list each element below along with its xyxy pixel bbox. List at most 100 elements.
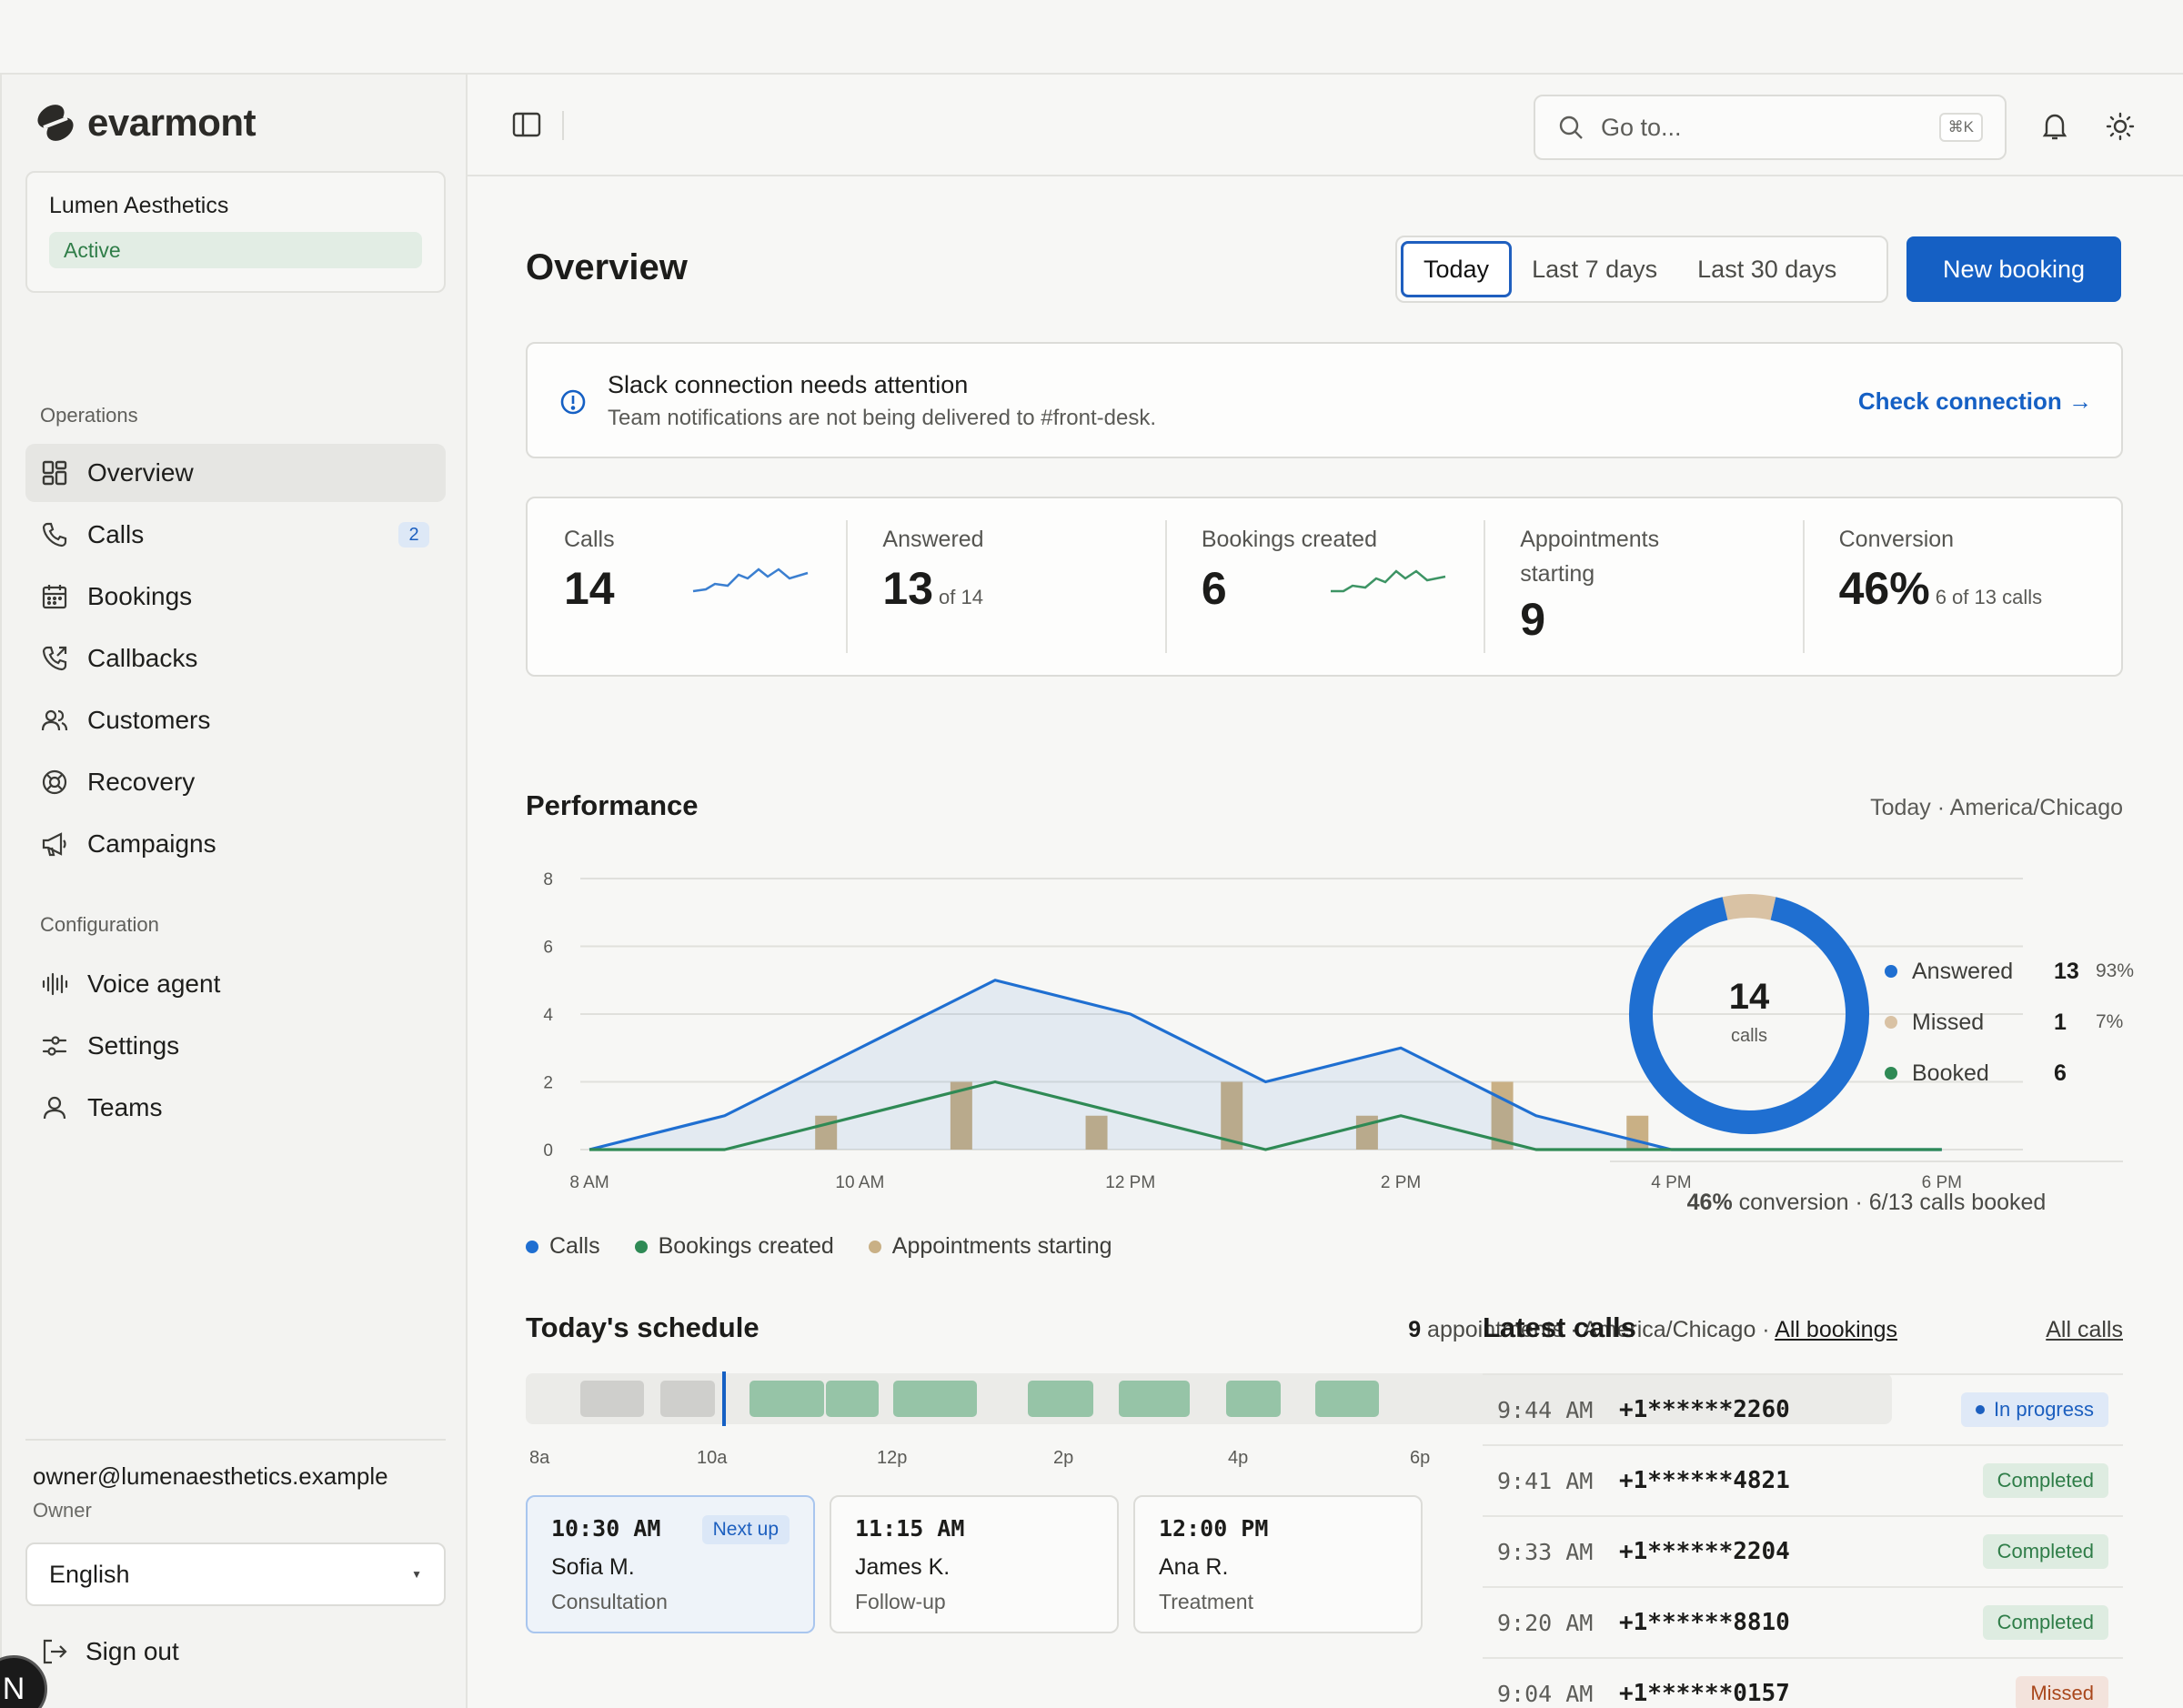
y-tick-label: 4: [543, 1006, 553, 1025]
call-time: 9:44 AM: [1497, 1396, 1594, 1423]
x-tick-label: 4 PM: [1651, 1173, 1691, 1192]
stat-value: 46% 6 of 13 calls: [1839, 562, 2085, 615]
sidebar-item-calls[interactable]: Calls 2: [25, 506, 446, 564]
stat-calls[interactable]: Calls 14: [528, 498, 846, 675]
stat-answered[interactable]: Answered 13 of 14: [846, 498, 1164, 675]
call-row[interactable]: 9:41 AM +1******4821 Completed: [1483, 1444, 2123, 1515]
chevron-down-icon: ▼: [411, 1568, 422, 1581]
sidebar-item-label: Calls: [87, 520, 145, 548]
appointment-card[interactable]: 11:15 AM James K. Follow-up: [830, 1495, 1119, 1633]
call-row[interactable]: 9:33 AM +1******2204 Completed: [1483, 1515, 2123, 1586]
latest-calls-title: Latest calls: [1483, 1311, 1636, 1343]
alert-banner: Slack connection needs attention Team no…: [526, 342, 2123, 458]
legend-name: Missed: [1912, 1009, 1985, 1035]
conversion-summary: 46% conversion · 6/13 calls booked: [1610, 1190, 2123, 1216]
call-status-badge: Completed: [1982, 1605, 2108, 1640]
timeline-block[interactable]: [1119, 1381, 1190, 1417]
megaphone-icon: [40, 829, 69, 859]
all-calls-link[interactable]: All calls: [2046, 1317, 2123, 1342]
call-row[interactable]: 9:20 AM +1******8810 Completed: [1483, 1586, 2123, 1657]
x-tick-label: 10 AM: [835, 1173, 884, 1192]
sidebar-item-voice-agent[interactable]: Voice agent: [25, 955, 446, 1013]
chart-legend: Calls Bookings created Appointments star…: [526, 1233, 1112, 1260]
appointment-card[interactable]: 10:30 AM Next up Sofia M. Consultation: [526, 1495, 815, 1633]
schedule-timeline: [526, 1371, 1892, 1426]
sidebar-toggle-icon[interactable]: [511, 109, 542, 140]
legend-appointments-starting[interactable]: Appointments starting: [868, 1233, 1112, 1260]
configuration-section-label: Configuration: [40, 913, 159, 936]
sidebar-item-campaigns[interactable]: Campaigns: [25, 815, 446, 873]
info-alert-icon: [560, 389, 586, 415]
range-last-30-days[interactable]: Last 30 days: [1697, 255, 1837, 283]
sidebar-item-callbacks[interactable]: Callbacks: [25, 629, 446, 688]
dev-tools-badge[interactable]: N: [0, 1655, 47, 1708]
appointment-time: 10:30 AM: [551, 1515, 661, 1542]
stat-appointments-starting[interactable]: Appointments starting 9: [1484, 498, 1802, 675]
brand-logo[interactable]: evarmont: [33, 100, 257, 146]
operations-section-label: Operations: [40, 404, 138, 427]
appointment-type: Treatment: [1159, 1590, 1253, 1613]
org-switcher[interactable]: Lumen Aesthetics Active: [25, 171, 446, 293]
timeline-block[interactable]: [1315, 1381, 1379, 1417]
calls-donut: 14 calls: [1610, 875, 1888, 1153]
legend-value: 13: [2054, 958, 2079, 984]
all-bookings-link[interactable]: All bookings: [1775, 1317, 1897, 1342]
stat-label: Conversion: [1838, 527, 1955, 552]
timeline-block[interactable]: [1226, 1381, 1281, 1417]
legend-calls[interactable]: Calls: [526, 1233, 600, 1260]
range-last-7-days[interactable]: Last 7 days: [1532, 255, 1658, 283]
sign-out-button[interactable]: Sign out: [40, 1637, 179, 1666]
legend-value: 6: [2054, 1060, 2067, 1086]
timeline-block[interactable]: [826, 1381, 879, 1417]
appointment-card[interactable]: 12:00 PM Ana R. Treatment: [1133, 1495, 1423, 1633]
stat-value: 6: [1201, 563, 1227, 614]
stat-value: 14: [564, 563, 615, 614]
timeline-tick: 12p: [877, 1448, 908, 1468]
call-number: +1******0157: [1619, 1680, 1790, 1707]
timeline-block[interactable]: [749, 1381, 824, 1417]
check-connection-link[interactable]: Check connection →: [1857, 387, 2092, 415]
stat-conversion[interactable]: Conversion 46% 6 of 13 calls: [1802, 498, 2121, 675]
legend-bookings-created[interactable]: Bookings created: [634, 1233, 834, 1260]
timeline-tick: 10a: [697, 1448, 728, 1468]
call-status-badge: Missed: [2016, 1676, 2108, 1708]
next-up-badge: Next up: [701, 1515, 790, 1544]
call-time: 9:33 AM: [1497, 1538, 1594, 1565]
sidebar-divider: [25, 1439, 446, 1441]
sidebar-item-label: Voice agent: [87, 970, 221, 998]
donut-divider: [1610, 1160, 2123, 1162]
stat-label: Calls: [564, 527, 615, 552]
range-today[interactable]: Today: [1401, 241, 1513, 297]
theme-sun-icon[interactable]: [2105, 111, 2136, 142]
call-number: +1******2260: [1619, 1396, 1790, 1423]
timeline-block-past[interactable]: [660, 1381, 715, 1417]
new-booking-button[interactable]: New booking: [1906, 236, 2121, 302]
timeline-tick: 4p: [1228, 1448, 1249, 1468]
bell-icon[interactable]: [2039, 111, 2070, 142]
sidebar-item-customers[interactable]: Customers: [25, 691, 446, 749]
stat-bookings-created[interactable]: Bookings created 6: [1164, 498, 1484, 675]
sidebar-item-settings[interactable]: Settings: [25, 1017, 446, 1075]
call-row[interactable]: 9:44 AM +1******2260 In progress: [1483, 1373, 2123, 1444]
timeline-block[interactable]: [1028, 1381, 1093, 1417]
language-select[interactable]: English ▼: [25, 1542, 446, 1606]
search-input[interactable]: Go to... ⌘K: [1534, 95, 2007, 160]
timeline-block-past[interactable]: [580, 1381, 644, 1417]
sidebar-item-recovery[interactable]: Recovery: [25, 753, 446, 811]
sidebar-item-bookings[interactable]: Bookings: [25, 568, 446, 626]
user-role: Owner: [33, 1499, 92, 1522]
waveform-icon: [40, 970, 69, 999]
call-row[interactable]: 9:04 AM +1******0157 Missed: [1483, 1657, 2123, 1708]
sidebar-item-teams[interactable]: Teams: [25, 1079, 446, 1137]
donut-center-label: calls: [1730, 1026, 1767, 1046]
sidebar-item-overview[interactable]: Overview: [25, 444, 446, 502]
stat-label: Appointments starting: [1520, 527, 1660, 587]
page-title: Overview: [526, 247, 688, 287]
legend-name: Booked: [1912, 1060, 1989, 1086]
donut-legend-booked: Booked 6: [1885, 1048, 2134, 1099]
bar-appointments-starting: [1085, 1115, 1108, 1150]
sign-out-icon: [43, 1639, 67, 1664]
appointment-type: Follow-up: [855, 1590, 946, 1613]
timeline-block[interactable]: [893, 1381, 977, 1417]
legend-dot: [634, 1240, 648, 1253]
